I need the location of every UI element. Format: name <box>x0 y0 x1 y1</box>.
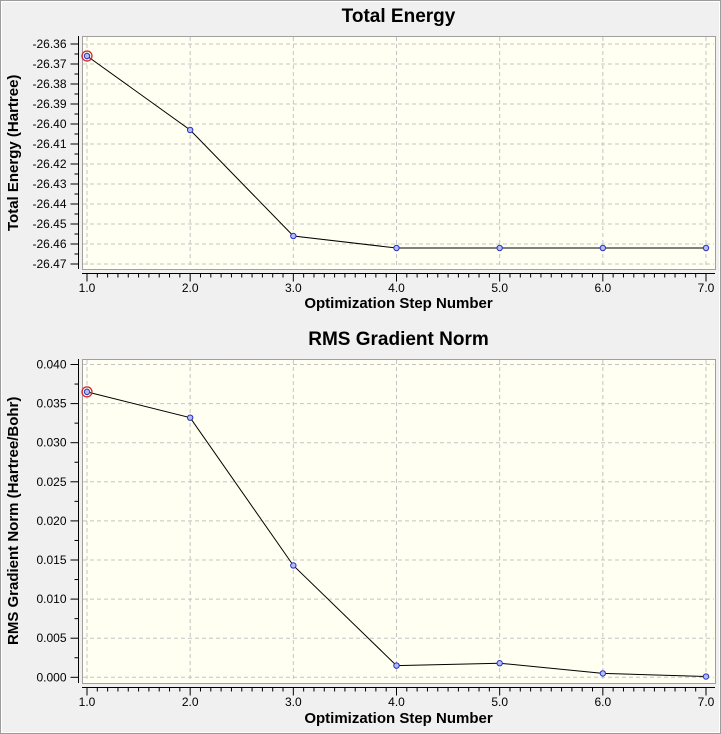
y-axis-tick-label: 0.035 <box>36 397 66 411</box>
y-axis-tick-label: 0.030 <box>36 436 66 450</box>
x-axis-tick-label: 5.0 <box>491 695 508 709</box>
data-point-step-1[interactable] <box>83 52 91 60</box>
x-axis-tick-label: 3.0 <box>285 695 302 709</box>
data-point-step-5[interactable] <box>496 244 503 252</box>
x-axis-tick-label: 2.0 <box>182 281 199 295</box>
data-point-step-6[interactable] <box>599 670 607 677</box>
data-point-step-2[interactable] <box>186 126 194 134</box>
x-axis-tick-label: 6.0 <box>594 281 611 295</box>
rms-gradient-norm-plot: 0.040 0.035 0.030 0.025 0.020 0.015 0.010 0.005… <box>36 358 716 709</box>
y-axis-tick-label: 0.000 <box>36 670 66 684</box>
selected-point-ring <box>81 386 93 398</box>
y-axis-tick-label: -26.38 <box>32 77 66 91</box>
x-axis-tick-label: 5.0 <box>491 281 508 295</box>
x-axis-title-rms-gradient-norm: Optimization Step Number <box>304 710 493 727</box>
data-point-step-6[interactable] <box>599 244 607 252</box>
x-axis-tick-label: 7.0 <box>698 695 715 709</box>
y-axis-tick-label: -26.41 <box>32 137 66 151</box>
data-point-step-4[interactable] <box>393 244 400 252</box>
x-axis-tick-label: 1.0 <box>79 281 96 295</box>
data-point-step-2[interactable] <box>186 414 194 421</box>
y-axis-tick-label: 0.015 <box>36 553 66 567</box>
x-axis-tick-label: 7.0 <box>698 281 715 295</box>
y-axis-tick-label: -26.47 <box>32 257 66 271</box>
y-axis-tick-label: -26.46 <box>32 237 66 251</box>
y-axis-tick-label: -26.40 <box>32 117 66 131</box>
chart-title-total-energy: Total Energy <box>341 6 456 27</box>
data-point-step-3[interactable] <box>290 232 297 240</box>
x-axis-tick-label: 4.0 <box>388 695 405 709</box>
x-axis-tick-label: 2.0 <box>182 695 199 709</box>
total-energy-plot: -26.36 -26.37 -26.38 -26.39 -26.40 -26.41 -26.… <box>32 36 716 295</box>
y-axis-tick-label: -26.45 <box>32 217 66 231</box>
data-point-step-7[interactable] <box>702 673 710 680</box>
y-axis-tick-label: 0.020 <box>36 514 66 528</box>
y-axis-tick-label: -26.39 <box>32 97 66 111</box>
y-axis-tick-label: 0.010 <box>36 592 66 606</box>
y-axis-tick-label: -26.42 <box>32 157 66 171</box>
plot-canvas[interactable] <box>82 359 716 684</box>
y-axis-tick-label: 0.025 <box>36 475 66 489</box>
data-point-step-5[interactable] <box>496 660 503 667</box>
chart-title-rms-gradient-norm: RMS Gradient Norm <box>308 329 489 350</box>
x-axis-tick-label: 1.0 <box>79 695 96 709</box>
data-point-step-3[interactable] <box>290 562 297 569</box>
x-axis-tick-label: 4.0 <box>388 281 405 295</box>
x-axis-title-total-energy: Optimization Step Number <box>304 295 493 312</box>
y-axis-tick-label: 0.040 <box>36 358 66 372</box>
y-axis-tick-label: -26.43 <box>32 177 66 191</box>
data-point-step-1[interactable] <box>83 388 91 396</box>
x-axis-tick-label: 6.0 <box>594 695 611 709</box>
y-axis-tick-label: 0.005 <box>36 631 66 645</box>
y-axis-title-total-energy: Total Energy (Hartree) <box>5 74 22 231</box>
y-axis-tick-label: -26.44 <box>32 197 66 211</box>
plot-canvas[interactable] <box>82 36 716 270</box>
data-point-step-7[interactable] <box>702 244 710 252</box>
y-axis-tick-label: -26.36 <box>32 37 66 51</box>
y-axis-title-rms-gradient-norm: RMS Gradient Norm (Hartree/Bohr) <box>5 396 22 646</box>
x-axis-tick-label: 3.0 <box>285 281 302 295</box>
selected-point-ring <box>81 50 93 62</box>
y-axis-tick-label: -26.37 <box>32 57 66 71</box>
data-point-step-4[interactable] <box>393 662 400 669</box>
